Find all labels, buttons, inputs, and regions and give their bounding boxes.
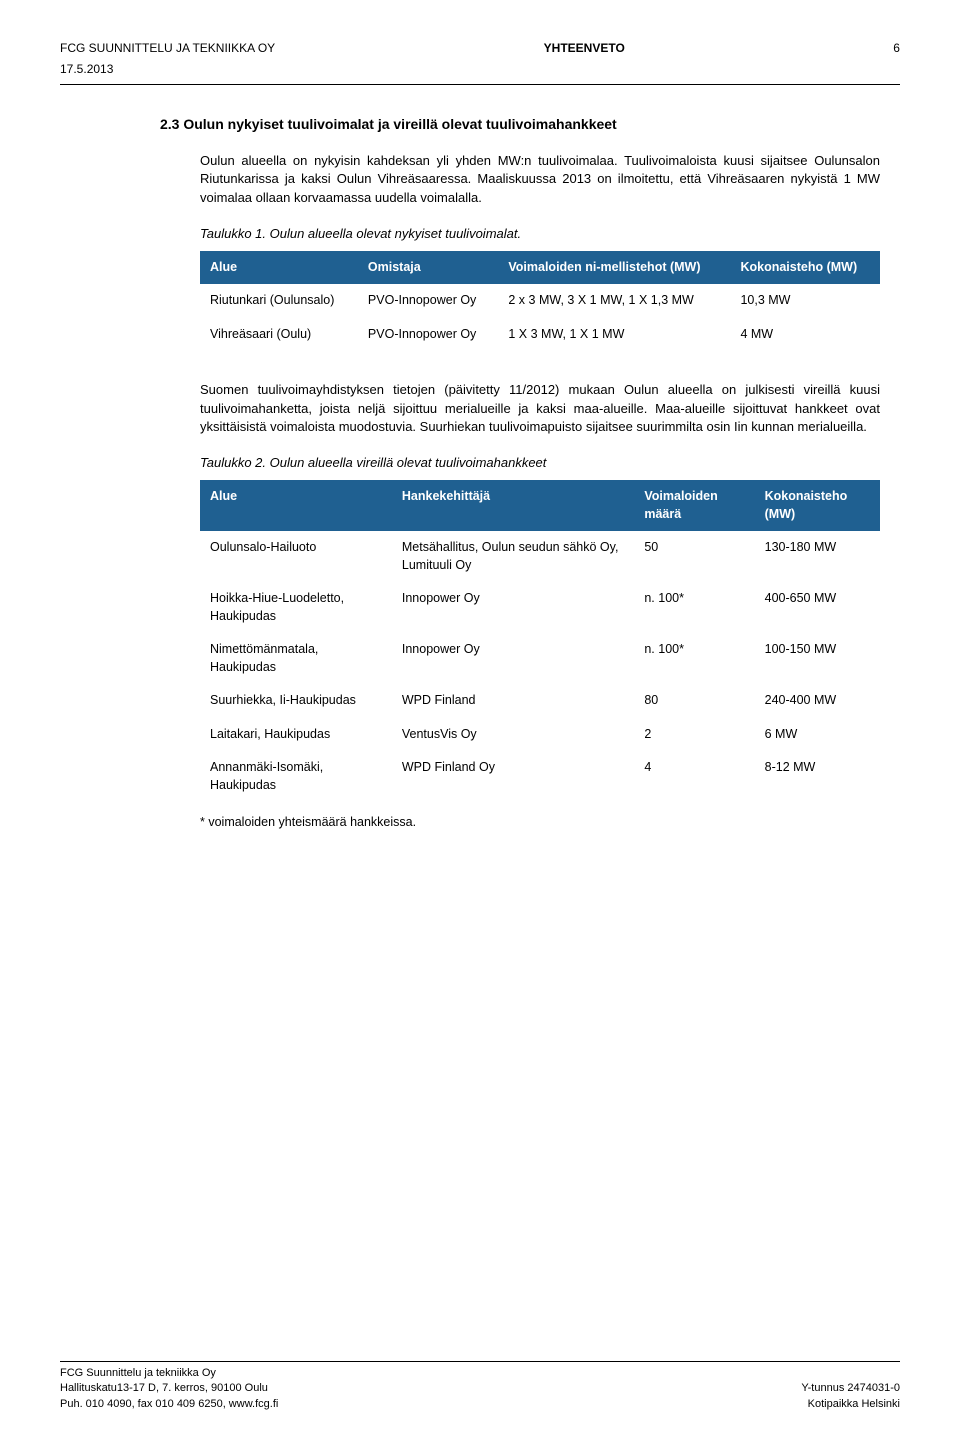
t2-r3c1: WPD Finland [392, 684, 634, 718]
t2-r1c0: Hoikka-Hiue-Luodeletto, Haukipudas [200, 582, 392, 633]
footer-divider [60, 1361, 900, 1362]
t1-r1c3: 4 MW [730, 318, 880, 352]
table-row: Laitakari, Haukipudas VentusVis Oy 2 6 M… [200, 718, 880, 752]
table-row: Oulunsalo-Hailuoto Metsähallitus, Oulun … [200, 531, 880, 582]
t2-r4c2: 2 [634, 718, 754, 752]
table-row: Hoikka-Hiue-Luodeletto, Haukipudas Innop… [200, 582, 880, 633]
t2-r4c3: 6 MW [755, 718, 880, 752]
table-row: Nimettömänmatala, Haukipudas Innopower O… [200, 633, 880, 684]
t1-h3: Kokonaisteho (MW) [730, 251, 880, 285]
footer-contact: Puh. 010 4090, fax 010 409 6250, www.fcg… [60, 1397, 278, 1412]
table-row: Vihreäsaari (Oulu) PVO-Innopower Oy 1 X … [200, 318, 880, 352]
section-title: 2.3 Oulun nykyiset tuulivoimalat ja vire… [160, 115, 880, 135]
t2-r0c0: Oulunsalo-Hailuoto [200, 531, 392, 582]
table-row: Riutunkari (Oulunsalo) PVO-Innopower Oy … [200, 284, 880, 318]
t2-r3c2: 80 [634, 684, 754, 718]
t1-r1c0: Vihreäsaari (Oulu) [200, 318, 358, 352]
t2-r4c0: Laitakari, Haukipudas [200, 718, 392, 752]
t1-r0c1: PVO-Innopower Oy [358, 284, 498, 318]
footer-address: Hallituskatu13-17 D, 7. kerros, 90100 Ou… [60, 1381, 268, 1396]
header-date: 17.5.2013 [60, 61, 900, 78]
table-row: Suurhiekka, Ii-Haukipudas WPD Finland 80… [200, 684, 880, 718]
t1-r0c3: 10,3 MW [730, 284, 880, 318]
paragraph-1: Oulun alueella on nykyisin kahdeksan yli… [200, 152, 880, 207]
t2-r3c0: Suurhiekka, Ii-Haukipudas [200, 684, 392, 718]
table-1: Alue Omistaja Voimaloiden ni-mellistehot… [200, 251, 880, 352]
t2-r2c2: n. 100* [634, 633, 754, 684]
page-footer: FCG Suunnittelu ja tekniikka Oy Hallitus… [60, 1361, 900, 1412]
t2-r2c1: Innopower Oy [392, 633, 634, 684]
table2-footnote: * voimaloiden yhteismäärä hankkeissa. [200, 814, 880, 832]
t1-r0c2: 2 x 3 MW, 3 X 1 MW, 1 X 1,3 MW [498, 284, 730, 318]
header-pageno: 6 [893, 40, 900, 57]
t1-h2: Voimaloiden ni-mellistehot (MW) [498, 251, 730, 285]
table2-caption: Taulukko 2. Oulun alueella vireillä olev… [200, 454, 880, 472]
t2-r5c1: WPD Finland Oy [392, 751, 634, 802]
t2-r0c3: 130-180 MW [755, 531, 880, 582]
t2-r3c3: 240-400 MW [755, 684, 880, 718]
t2-h2: Voimaloiden määrä [634, 480, 754, 531]
table-2: Alue Hankekehittäjä Voimaloiden määrä Ko… [200, 480, 880, 802]
paragraph-2: Suomen tuulivoimayhdistyksen tietojen (p… [200, 381, 880, 436]
table1-caption: Taulukko 1. Oulun alueella olevat nykyis… [200, 225, 880, 243]
t1-h1: Omistaja [358, 251, 498, 285]
t2-r2c3: 100-150 MW [755, 633, 880, 684]
t1-r1c2: 1 X 3 MW, 1 X 1 MW [498, 318, 730, 352]
footer-ytunnus: Y-tunnus 2474031-0 [801, 1381, 900, 1396]
table-row: Annanmäki-Isomäki, Haukipudas WPD Finlan… [200, 751, 880, 802]
t2-r0c2: 50 [634, 531, 754, 582]
t2-r5c0: Annanmäki-Isomäki, Haukipudas [200, 751, 392, 802]
t2-r0c1: Metsähallitus, Oulun seudun sähkö Oy, Lu… [392, 531, 634, 582]
t2-r5c3: 8-12 MW [755, 751, 880, 802]
footer-company: FCG Suunnittelu ja tekniikka Oy [60, 1366, 216, 1381]
t2-h3: Kokonaisteho (MW) [755, 480, 880, 531]
t1-h0: Alue [200, 251, 358, 285]
t2-r5c2: 4 [634, 751, 754, 802]
t2-r1c2: n. 100* [634, 582, 754, 633]
footer-kotipaikka: Kotipaikka Helsinki [808, 1397, 900, 1412]
t1-r0c0: Riutunkari (Oulunsalo) [200, 284, 358, 318]
header-company: FCG SUUNNITTELU JA TEKNIIKKA OY [60, 40, 275, 57]
t2-h1: Hankekehittäjä [392, 480, 634, 531]
header-divider [60, 84, 900, 85]
t2-r1c3: 400-650 MW [755, 582, 880, 633]
t2-r2c0: Nimettömänmatala, Haukipudas [200, 633, 392, 684]
t2-r1c1: Innopower Oy [392, 582, 634, 633]
header-title: YHTEENVETO [544, 40, 625, 57]
t2-h0: Alue [200, 480, 392, 531]
t2-r4c1: VentusVis Oy [392, 718, 634, 752]
t1-r1c1: PVO-Innopower Oy [358, 318, 498, 352]
